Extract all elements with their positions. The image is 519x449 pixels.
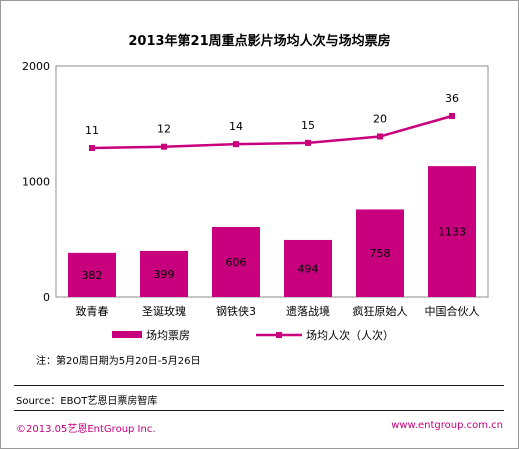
line-point-2 (233, 141, 239, 148)
source-divider-top (14, 385, 504, 386)
line-label-2: 14 (229, 120, 243, 133)
website-text: www.entgroup.com.cn (391, 420, 503, 431)
x-tick-label-3: 遗落战境 (286, 304, 330, 318)
bar-0 (68, 252, 116, 297)
source-divider-bottom (14, 410, 504, 411)
legend-bar-label: 场均票房 (146, 328, 190, 342)
line-label-5: 36 (445, 92, 459, 105)
line-point-3 (305, 139, 311, 146)
source-text: Source：EBOT艺恩日票房智库 (16, 396, 158, 407)
bar-label-1: 399 (154, 268, 175, 281)
legend-line-marker (276, 332, 282, 338)
line-label-0: 11 (85, 124, 99, 137)
bar-label-5: 1133 (438, 226, 466, 239)
line-label-1: 12 (157, 123, 171, 136)
line-label-4: 20 (373, 112, 387, 125)
line-point-5 (449, 113, 455, 119)
plot-area (55, 65, 489, 298)
line-point-0 (89, 145, 95, 151)
bar-label-0: 382 (82, 269, 103, 282)
bar-2 (212, 227, 260, 297)
x-tick-label-1: 圣诞玫瑰 (142, 304, 186, 318)
legend-line-label: 场均人次（人次） (306, 328, 394, 342)
bar-label-4: 758 (370, 247, 391, 260)
x-tick-label-4: 疯狂原始人 (353, 304, 408, 318)
line-point-4 (377, 133, 383, 140)
legend-bar-swatch (112, 331, 142, 338)
chart-title: 2013年第21周重点影片场均人次与场均票房 (128, 34, 391, 49)
y-tick-label-2: 2000 (22, 60, 50, 73)
bar-3 (284, 239, 332, 297)
bar-label-2: 606 (226, 256, 247, 269)
bar-5 (428, 166, 476, 297)
line-label-3: 15 (301, 119, 315, 132)
line-series (91, 114, 453, 150)
y-tick-label-0: 0 (43, 291, 50, 304)
x-tick-label-5: 中国合伙人 (425, 304, 480, 318)
x-tick-label-2: 钢铁侠3 (216, 305, 256, 318)
bar-1 (140, 250, 188, 297)
copyright-text: ©2013.05艺恩EntGroup Inc. (16, 424, 156, 435)
line-point-1 (161, 143, 167, 150)
bar-4 (356, 209, 404, 297)
y-tick-label-1: 1000 (22, 176, 50, 189)
chart-note: 注：第20周日期为5月20日-5月26日 (36, 356, 201, 367)
bar-label-3: 494 (298, 262, 319, 275)
x-tick-label-0: 致青春 (76, 304, 109, 318)
